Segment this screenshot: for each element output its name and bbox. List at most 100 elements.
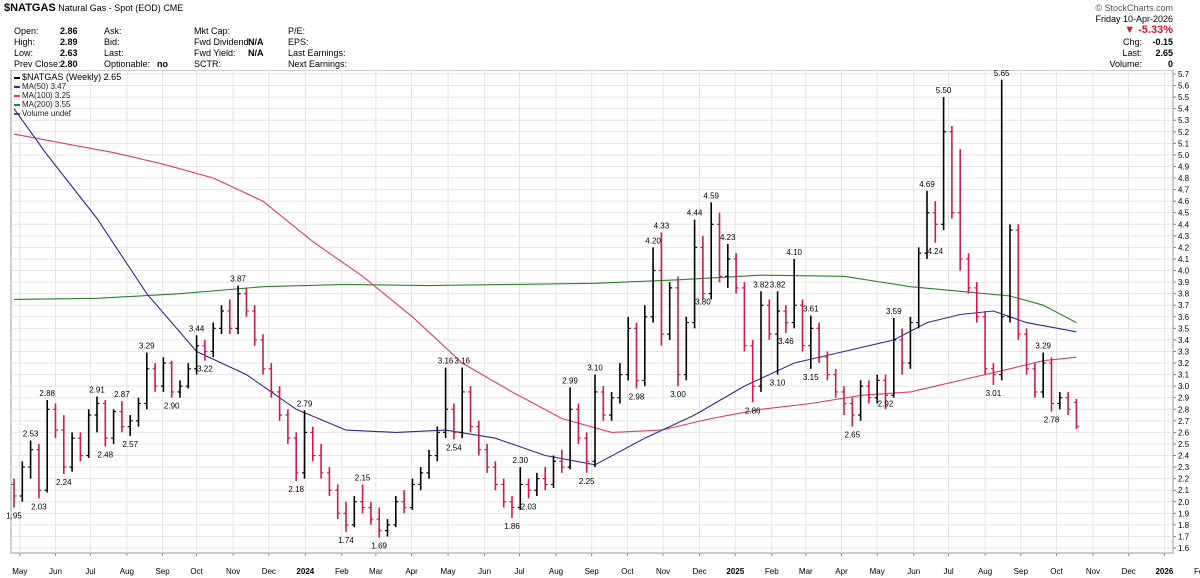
y-tick-label: 2.7 xyxy=(1178,417,1190,426)
legend-text: MA(200) 3.55 xyxy=(22,100,71,109)
y-tick-label: 4.1 xyxy=(1178,255,1190,264)
y-tick-label: 3.9 xyxy=(1178,278,1190,287)
x-tick-label: Jun xyxy=(907,567,920,576)
ohlc-bar xyxy=(1015,224,1021,340)
y-tick-label: 5.4 xyxy=(1178,105,1190,114)
y-tick-label: 2.3 xyxy=(1178,463,1190,472)
price-label: 1.74 xyxy=(338,536,354,545)
ohlc-bar xyxy=(53,403,58,439)
ohlc-bar xyxy=(551,455,556,488)
ohlc-bar xyxy=(667,282,673,340)
quote-date: Friday 10-Apr-2026 xyxy=(1095,14,1173,24)
price-label: 3.59 xyxy=(886,307,902,316)
price-label: 2.99 xyxy=(562,376,578,385)
ohlc-bar xyxy=(302,410,307,479)
y-tick-label: 4.5 xyxy=(1178,209,1190,218)
ohlc-bar xyxy=(443,367,449,439)
ohlc-bar xyxy=(741,282,747,352)
x-tick-label: Aug xyxy=(978,567,992,576)
legend-text: MA(100) 3.25 xyxy=(22,91,71,100)
ohlc-bar xyxy=(492,461,498,491)
x-tick-label: Oct xyxy=(1050,567,1063,576)
description: Natural Gas - Spot (EOD) xyxy=(58,3,161,13)
ohlc-bar xyxy=(268,363,274,398)
ohlc-bar xyxy=(999,79,1005,381)
legend-entry: MA(50) 3.47 xyxy=(14,81,66,92)
ohlc-bar xyxy=(61,415,67,475)
price-label: 2.91 xyxy=(89,386,105,395)
ohlc-bar xyxy=(534,472,540,496)
price-annotations: 1.95 2.53 2.03 2.88 2.24 2.91 2.48 2.87 2.57 3.29… xyxy=(6,69,1060,551)
y-tick-label: 3.5 xyxy=(1178,324,1190,333)
stat-label: Open: xyxy=(14,26,39,36)
stat-value: 2.80 xyxy=(60,59,78,69)
ohlc-bar xyxy=(94,396,100,433)
ohlc-bar xyxy=(368,501,374,525)
price-label: 2.25 xyxy=(579,477,595,486)
stat-label: Optionable: xyxy=(104,59,151,69)
stat-label: Fwd Yield: xyxy=(194,48,236,58)
y-tick-label: 3.0 xyxy=(1178,382,1190,391)
x-tick-label: Apr xyxy=(835,567,848,576)
symbol-title-row: $NATGAS Natural Gas - Spot (EOD) CME xyxy=(4,3,183,14)
x-tick-label: Dec xyxy=(692,567,706,576)
price-label: 3.44 xyxy=(189,324,205,333)
ohlc-bar xyxy=(28,440,34,479)
ohlc-bar xyxy=(700,235,706,300)
price-label: 2.88 xyxy=(39,389,55,398)
price-label: 1.95 xyxy=(6,512,22,521)
ohlc-bar xyxy=(144,352,150,410)
y-tick-label: 4.3 xyxy=(1178,232,1190,241)
y-axis-ticks: 1.6 1.7 1.8 1.9 2.0 2.1 2.2 2.3 2.4 2.5 2.6 2.7 2.8 2… xyxy=(1173,70,1190,553)
ohlc-bar xyxy=(617,363,623,404)
ohlc-bar xyxy=(658,232,664,346)
ohlc-bar xyxy=(849,397,855,427)
price-label: 3.00 xyxy=(670,390,686,399)
ohlc-bar xyxy=(750,339,756,403)
price-label: 2.24 xyxy=(56,478,72,487)
price-label: 2.15 xyxy=(355,473,371,482)
x-tick-label: Dec xyxy=(262,567,276,576)
stat-value: N/A xyxy=(248,48,264,58)
stat-label: Last: xyxy=(1122,48,1142,58)
x-tick-label: Nov xyxy=(226,567,240,576)
ohlc-bar xyxy=(426,449,432,479)
price-label: 2.30 xyxy=(513,456,529,465)
ohlc-bar xyxy=(717,212,722,283)
y-tick-label: 5.3 xyxy=(1178,116,1190,125)
ohlc-bar xyxy=(418,467,424,491)
ohlc-bar xyxy=(385,519,390,537)
ohlc-bar xyxy=(476,420,482,456)
ohlc-bar xyxy=(592,374,598,468)
copyright: © StockCharts.com xyxy=(1095,3,1173,13)
ohlc-bar xyxy=(326,467,332,496)
price-label: 2.03 xyxy=(31,502,47,511)
ohlc-bar xyxy=(86,409,92,458)
ohlc-bar xyxy=(152,363,158,392)
ohlc-bar xyxy=(235,285,241,335)
price-label: 3.15 xyxy=(803,373,819,382)
ohlc-bar xyxy=(559,449,565,473)
ohlc-bar xyxy=(974,282,980,323)
ohlc-bar xyxy=(102,400,108,447)
price-label: 2.18 xyxy=(288,485,304,494)
price-label: 3.16 xyxy=(454,357,470,366)
ohlc-bar xyxy=(791,258,797,329)
price-label: 4.10 xyxy=(786,248,802,257)
x-tick-label: Mar xyxy=(369,567,383,576)
stat-label: SCTR: xyxy=(194,59,221,69)
ohlc-bar xyxy=(634,322,639,389)
x-axis-ticks: May Jun Jul Aug Sep Oct Nov Dec 2024 Feb Mar Apr May… xyxy=(12,553,1200,576)
x-tick-label: 2026 xyxy=(1155,567,1173,576)
price-label: 2.03 xyxy=(521,502,537,511)
legend-text: $NATGAS (Weekly) 2.65 xyxy=(22,72,122,82)
price-label: 2.53 xyxy=(23,429,39,438)
price-label: 4.23 xyxy=(720,233,736,242)
price-label: 3.10 xyxy=(770,379,786,388)
ohlc-bar xyxy=(642,305,648,387)
legend-swatch xyxy=(14,76,20,79)
price-label: 4.59 xyxy=(703,191,719,200)
legend-swatch xyxy=(14,112,20,115)
ohlc-bar xyxy=(409,478,415,510)
